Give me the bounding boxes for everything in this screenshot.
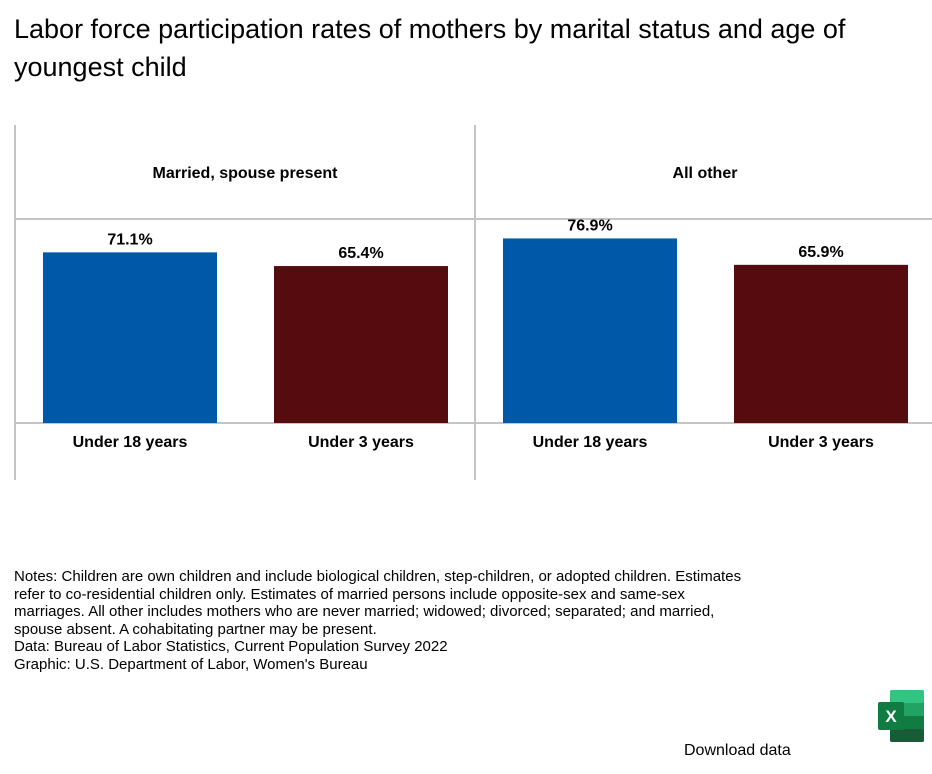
- bar-chart: Married, spouse present 71.1% Under 18 yea…: [14, 125, 932, 480]
- panel-all-other: All other 76.9% Under 18 years 65.9% Under 3…: [503, 165, 908, 451]
- data-source: Data: Bureau of Labor Statistics, Curren…: [14, 638, 448, 655]
- bar: [274, 266, 448, 423]
- notes-line: spouse absent. A cohabitating partner ma…: [14, 620, 377, 638]
- excel-icon-letter: X: [885, 707, 897, 726]
- bar: [43, 252, 217, 423]
- category-label: Under 3 years: [308, 434, 414, 451]
- bar-value-label: 65.4%: [338, 245, 383, 262]
- category-label: Under 3 years: [768, 434, 874, 451]
- bar: [503, 238, 677, 423]
- chart-panels: Married, spouse present 71.1% Under 18 yea…: [43, 165, 908, 451]
- panel-title: All other: [673, 165, 738, 182]
- excel-icon[interactable]: X: [878, 690, 924, 742]
- notes-line: refer to co-residential children only. E…: [14, 585, 685, 603]
- notes-line: Notes: Children are own children and inc…: [14, 568, 742, 585]
- chart-title: Labor force participation rates of mothe…: [14, 14, 846, 82]
- bar-value-label: 71.1%: [107, 231, 152, 248]
- category-label: Under 18 years: [533, 434, 648, 451]
- bar-value-label: 65.9%: [798, 244, 843, 261]
- bar: [734, 264, 908, 423]
- panel-married: Married, spouse present 71.1% Under 18 yea…: [43, 165, 448, 451]
- graphic-credit: Graphic: U.S. Department of Labor, Women…: [14, 655, 368, 673]
- notes-line: marriages. All other includes mothers wh…: [14, 603, 715, 620]
- download-data-link[interactable]: Download data: [684, 742, 791, 759]
- panel-title: Married, spouse present: [153, 165, 339, 182]
- chart-notes: Notes: Children are own children and inc…: [14, 568, 919, 673]
- bar-value-label: 76.9%: [567, 217, 612, 234]
- category-label: Under 18 years: [73, 434, 188, 451]
